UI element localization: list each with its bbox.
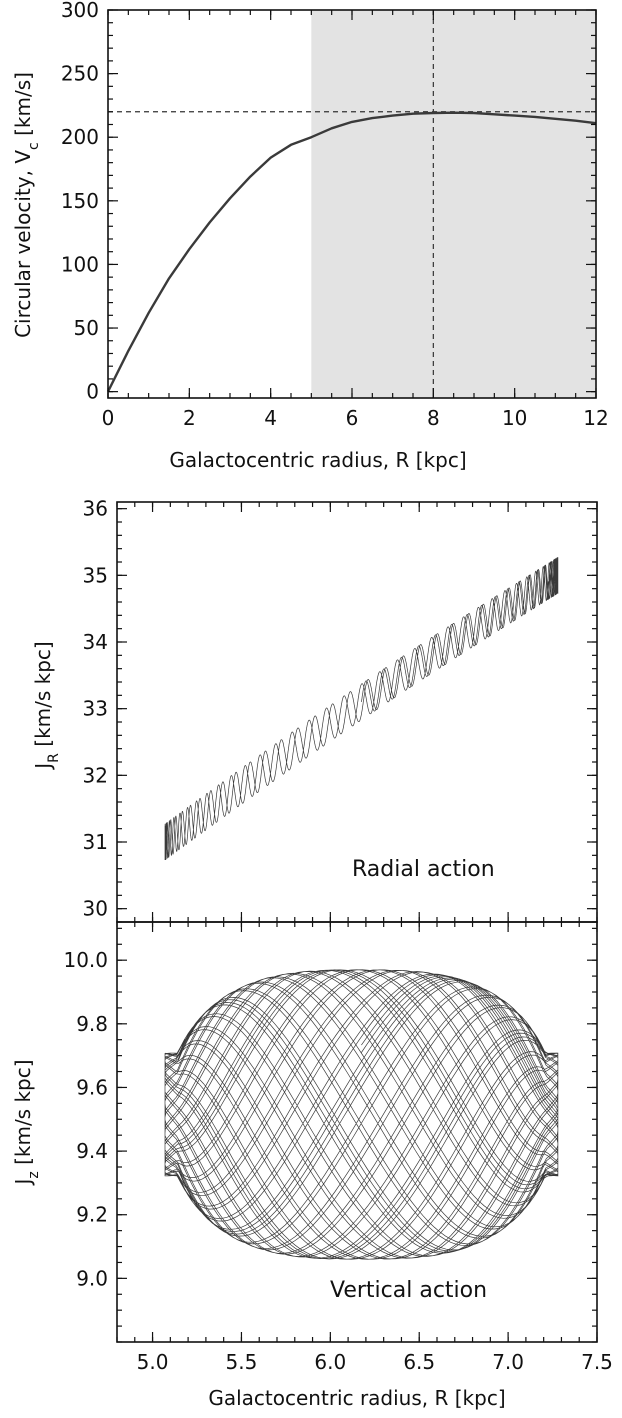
x-tick-label: 10 — [502, 406, 527, 430]
y-tick-label: 31 — [83, 830, 108, 854]
radial-action-axes: 30 31 32 33 34 35 36 — [83, 497, 598, 923]
y-tick-label: 0 — [86, 380, 99, 404]
vertical-action-trace — [164, 969, 559, 1260]
y-tick-label: 33 — [83, 697, 108, 721]
y-tick-label: 100 — [61, 252, 99, 276]
vertical-action-orbit — [164, 969, 559, 1260]
y-tick-label: 300 — [61, 0, 99, 22]
x-tick-label: 5.0 — [137, 1350, 169, 1374]
y-tick-label: 200 — [61, 125, 99, 149]
x-tick-label: 4 — [264, 406, 277, 430]
y-tick-label: 32 — [83, 763, 108, 787]
y-tick-label: 9.6 — [76, 1075, 108, 1099]
x-tick-label: 5.5 — [226, 1350, 258, 1374]
vertical-action-y-label: Jz [km/s kpc] — [11, 1059, 42, 1186]
x-tick-label: 6.5 — [403, 1350, 435, 1374]
x-tick-label: 6 — [346, 406, 359, 430]
vertical-action-axes: 9.0 9.2 9.4 9.6 9.8 10.0 5.0 5.5 6.0 6.5 7.0 7.5 — [63, 921, 613, 1374]
y-tick-label: 250 — [61, 62, 99, 86]
y-tick-label: 35 — [83, 563, 108, 587]
radial-action-orbit — [164, 556, 559, 860]
radial-action-trace — [164, 556, 559, 860]
y-tick-label: 150 — [61, 189, 99, 213]
x-tick-label: 12 — [583, 406, 608, 430]
x-axis-label: Galactocentric radius, R [kpc] — [169, 448, 466, 472]
y-axis-label: Circular velocity, Vc [km/s] — [11, 72, 42, 338]
y-tick-label: 9.8 — [76, 1012, 108, 1036]
x-tick-label: 7.0 — [492, 1350, 524, 1374]
y-tick-label: 10.0 — [63, 948, 108, 972]
y-tick-label: 34 — [83, 630, 108, 654]
y-tick-label: 9.4 — [76, 1139, 108, 1163]
x-tick-label: 0 — [102, 406, 115, 430]
reference-lines — [108, 10, 596, 398]
rotation-curve-line — [106, 111, 597, 393]
rotation-curve-series — [106, 111, 597, 393]
x-tick-label: 7.5 — [581, 1350, 613, 1374]
y-tick-label: 9.2 — [76, 1203, 108, 1227]
x-tick-label: 6.0 — [314, 1350, 346, 1374]
y-tick-label: 9.0 — [76, 1266, 108, 1290]
vertical-action-x-label: Galactocentric radius, R [kpc] — [208, 1386, 505, 1410]
radial-action-panel: 30 31 32 33 34 35 36 Radial action JR [km/s kp… — [31, 497, 598, 923]
rotation-curve-panel: 0 50 100 150 200 250 300 0 2 4 6 8 10 12 Galactocentr… — [11, 0, 609, 472]
rotation-curve-axes: 0 50 100 150 200 250 300 0 2 4 6 8 10 12 — [61, 0, 609, 430]
vertical-action-annotation: Vertical action — [330, 1278, 487, 1303]
y-tick-label: 30 — [83, 897, 108, 921]
x-tick-label: 2 — [183, 406, 196, 430]
y-tick-label: 36 — [83, 497, 108, 521]
y-tick-label: 50 — [74, 316, 99, 340]
vertical-action-panel: 9.0 9.2 9.4 9.6 9.8 10.0 5.0 5.5 6.0 6.5 7.0 7.5 Ve… — [11, 921, 613, 1410]
plot-frame — [116, 921, 598, 1343]
shaded-region-rect — [311, 10, 596, 398]
shaded-region — [311, 10, 596, 398]
x-tick-label: 8 — [427, 406, 440, 430]
radial-action-annotation: Radial action — [352, 857, 495, 882]
radial-action-y-label: JR [km/s kpc] — [31, 641, 62, 770]
